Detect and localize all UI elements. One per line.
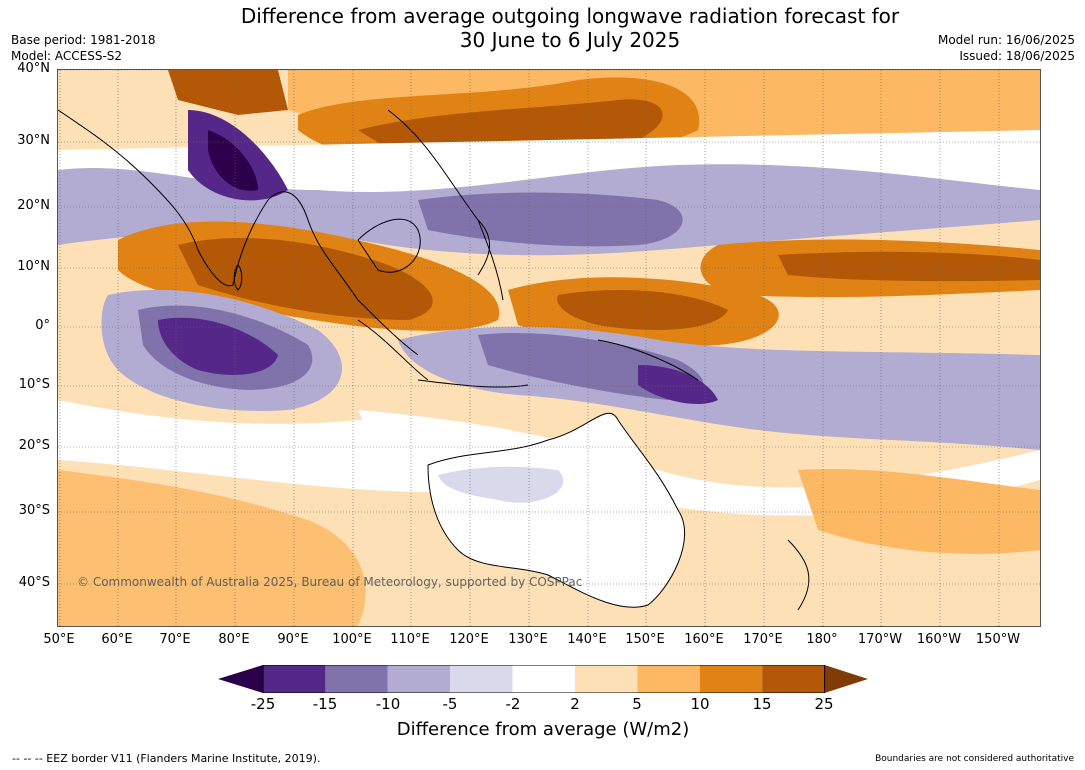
china-coastline — [387, 109, 491, 276]
lon-label: 70°E — [159, 632, 191, 647]
colorbar-tick: -5 — [442, 695, 458, 713]
lon-label: 170°E — [743, 632, 783, 647]
meta-right: Model run: 16/06/2025 Issued: 18/06/2025 — [938, 32, 1075, 64]
colorbar-segment — [450, 665, 513, 693]
colorbar-tick: -2 — [505, 695, 521, 713]
lon-label: 160°E — [684, 632, 724, 647]
australia-landmass — [427, 412, 685, 608]
anomaly-patch-south-pacific — [798, 469, 1040, 554]
colorbar-segment — [387, 665, 451, 693]
colorbar-tick: -25 — [250, 695, 276, 713]
lon-label: 150°E — [625, 632, 665, 647]
asia-coastline — [58, 109, 419, 356]
map-panel — [57, 69, 1041, 627]
colorbar-segment — [762, 665, 825, 693]
colorbar-tick: 5 — [632, 695, 642, 713]
anomaly-patch-australia — [438, 466, 564, 503]
colorbar-outline — [262, 665, 826, 693]
anomaly-patch-bay-of-bengal-core — [208, 130, 258, 191]
anomaly-patch-tibet — [168, 70, 288, 115]
colorbar-low-arrow — [218, 665, 263, 693]
anomaly-patch-maritime-core — [638, 365, 718, 405]
lon-label: 140°E — [567, 632, 607, 647]
sumatra-coastline — [357, 319, 429, 381]
lat-label: 20°N — [17, 198, 50, 213]
map-canvas — [58, 70, 1040, 626]
colorbar-segment — [263, 665, 326, 693]
lon-label: 80°E — [218, 632, 250, 647]
lat-label: 30°S — [18, 503, 50, 518]
colorbar-tick: -15 — [312, 695, 338, 713]
title-line-2: 30 June to 6 July 2025 — [459, 28, 681, 52]
lat-label: 20°S — [18, 438, 50, 453]
anomaly-patch-pacific-brown — [778, 251, 1040, 282]
base-period: Base period: 1981-2018 — [11, 33, 156, 47]
meta-left: Base period: 1981-2018 Model: ACCESS-S2 — [11, 32, 156, 64]
lat-label: 30°N — [17, 133, 50, 148]
new-guinea-coastline — [597, 339, 699, 381]
title-line-1: Difference from average outgoing longwav… — [240, 4, 900, 28]
lon-label: 180° — [806, 632, 838, 647]
colorbar-segment — [325, 665, 388, 693]
colorbar-segment — [637, 665, 700, 693]
lon-label: 110°E — [390, 632, 430, 647]
philippines-coastline — [477, 219, 504, 301]
lon-label: 130°E — [508, 632, 548, 647]
boundaries-note: Boundaries are not considered authoritat… — [875, 754, 1074, 764]
eez-note: -- -- -- EEZ border V11 (Flanders Marine… — [12, 752, 321, 765]
new-zealand-coastline — [787, 539, 810, 611]
lat-label: 10°S — [18, 377, 50, 392]
lon-label: 60°E — [101, 632, 133, 647]
colorbar-high-arrow — [824, 665, 868, 693]
anomaly-patch-equator-brown — [557, 290, 728, 330]
java-coastline — [417, 379, 529, 388]
anomaly-patch-purple-north-2 — [418, 192, 683, 247]
lon-label: 160°W — [916, 632, 962, 647]
issued-date: Issued: 18/06/2025 — [959, 49, 1075, 63]
colorbar-tick: 25 — [814, 695, 834, 713]
colorbar — [218, 665, 868, 693]
lon-label: 120°E — [449, 632, 489, 647]
model-name: Model: ACCESS-S2 — [11, 49, 123, 63]
model-run: Model run: 16/06/2025 — [937, 33, 1075, 47]
anomaly-patch-south-indian — [58, 470, 366, 626]
colorbar-tick: -10 — [375, 695, 401, 713]
lon-label: 170°W — [857, 632, 903, 647]
copyright-notice: © Commonwealth of Australia 2025, Bureau… — [77, 575, 583, 589]
lon-label: 50°E — [43, 632, 75, 647]
indochina-coastline — [357, 218, 421, 273]
lat-label: 40°S — [18, 575, 50, 590]
colorbar-tick: 10 — [690, 695, 710, 713]
lon-label: 90°E — [277, 632, 309, 647]
anomaly-patch-indian-brown — [178, 237, 433, 320]
colorbar-segment — [699, 665, 763, 693]
colorbar-tick: 15 — [752, 695, 772, 713]
lat-label: 0° — [35, 318, 50, 333]
anomaly-patch-indian-purple-3 — [158, 317, 278, 375]
lon-label: 100°E — [332, 632, 372, 647]
colorbar-segment — [575, 665, 638, 693]
lat-label: 40°N — [17, 61, 50, 76]
colorbar-tick: 2 — [570, 695, 580, 713]
lon-label: 150°W — [975, 632, 1021, 647]
lat-label: 10°N — [17, 259, 50, 274]
colorbar-segment — [512, 665, 575, 693]
map-title: Difference from average outgoing longwav… — [0, 4, 1085, 52]
colorbar-label: Difference from average (W/m2) — [396, 719, 690, 740]
